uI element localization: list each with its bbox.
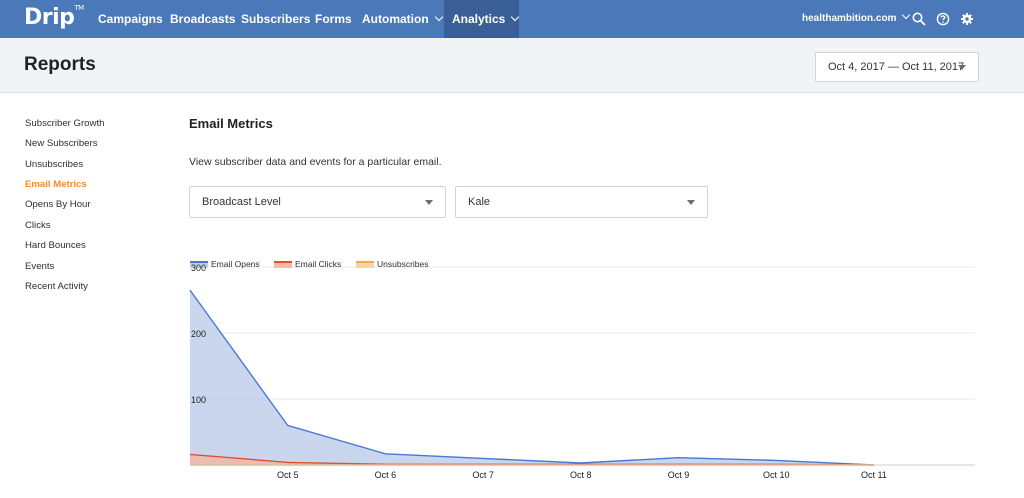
caret-down-icon (958, 65, 966, 70)
search-icon[interactable] (911, 11, 927, 27)
x-tick-label: Oct 10 (763, 470, 790, 480)
nav-subscribers[interactable]: Subscribers (241, 12, 311, 26)
x-tick-label: Oct 5 (277, 470, 299, 480)
level-select[interactable]: Broadcast Level (189, 186, 446, 218)
nav-forms[interactable]: Forms (315, 12, 352, 26)
x-tick-label: Oct 6 (375, 470, 397, 480)
sidebar-item-opens-by-hour[interactable]: Opens By Hour (25, 199, 91, 210)
nav-automation[interactable]: Automation (352, 0, 452, 38)
series-area-0 (190, 290, 874, 465)
gear-icon[interactable] (959, 11, 975, 27)
nav-analytics[interactable]: Analytics (444, 0, 520, 38)
sidebar-item-recent-activity[interactable]: Recent Activity (25, 281, 88, 292)
y-tick-label: 200 (191, 329, 206, 339)
help-icon[interactable] (935, 11, 951, 27)
date-range-label: Oct 4, 2017 — Oct 11, 2017 (828, 61, 965, 73)
x-tick-label: Oct 8 (570, 470, 592, 480)
top-navigation-bar: DripTM Campaigns Broadcasts Subscribers … (0, 0, 1024, 38)
caret-down-icon (425, 200, 433, 205)
nav-campaigns[interactable]: Campaigns (98, 12, 163, 26)
series-line-0 (189, 289, 874, 466)
sidebar-item-email-metrics[interactable]: Email Metrics (25, 179, 87, 190)
x-tick-label: Oct 11 (861, 470, 887, 480)
drip-logo[interactable]: DripTM (24, 3, 84, 30)
sidebar-item-hard-bounces[interactable]: Hard Bounces (25, 240, 86, 251)
sidebar-item-new-subscribers[interactable]: New Subscribers (25, 138, 98, 149)
date-range-picker[interactable]: Oct 4, 2017 — Oct 11, 2017 (815, 52, 979, 82)
level-select-value: Broadcast Level (202, 196, 281, 208)
sidebar-item-clicks[interactable]: Clicks (25, 220, 51, 231)
legend-swatch (190, 262, 208, 268)
x-tick-label: Oct 9 (668, 470, 690, 480)
y-tick-label: 300 (191, 263, 206, 273)
legend-swatch (274, 262, 292, 268)
sidebar-item-subscriber-growth[interactable]: Subscriber Growth (25, 118, 105, 129)
page-title: Reports (24, 54, 96, 75)
nav-broadcasts[interactable]: Broadcasts (170, 12, 236, 26)
y-tick-label: 100 (191, 395, 206, 405)
sidebar-item-unsubscribes[interactable]: Unsubscribes (25, 159, 84, 170)
account-menu[interactable]: healthambition.com (802, 0, 911, 38)
sidebar-item-events[interactable]: Events (25, 261, 55, 272)
caret-down-icon (687, 200, 695, 205)
legend-swatch (356, 262, 374, 268)
page-header: Reports Oct 4, 2017 — Oct 11, 2017 (0, 38, 1024, 93)
section-title: Email Metrics (189, 116, 273, 131)
x-tick-label: Oct 7 (472, 470, 494, 480)
email-select-value: Kale (468, 196, 491, 208)
legend-label: Unsubscribes (377, 259, 429, 269)
email-select[interactable]: Kale (455, 186, 708, 218)
legend-label: Email Opens (211, 259, 260, 269)
series-area-1 (190, 454, 874, 465)
legend-label: Email Clicks (295, 259, 341, 269)
section-description: View subscriber data and events for a pa… (189, 156, 442, 168)
